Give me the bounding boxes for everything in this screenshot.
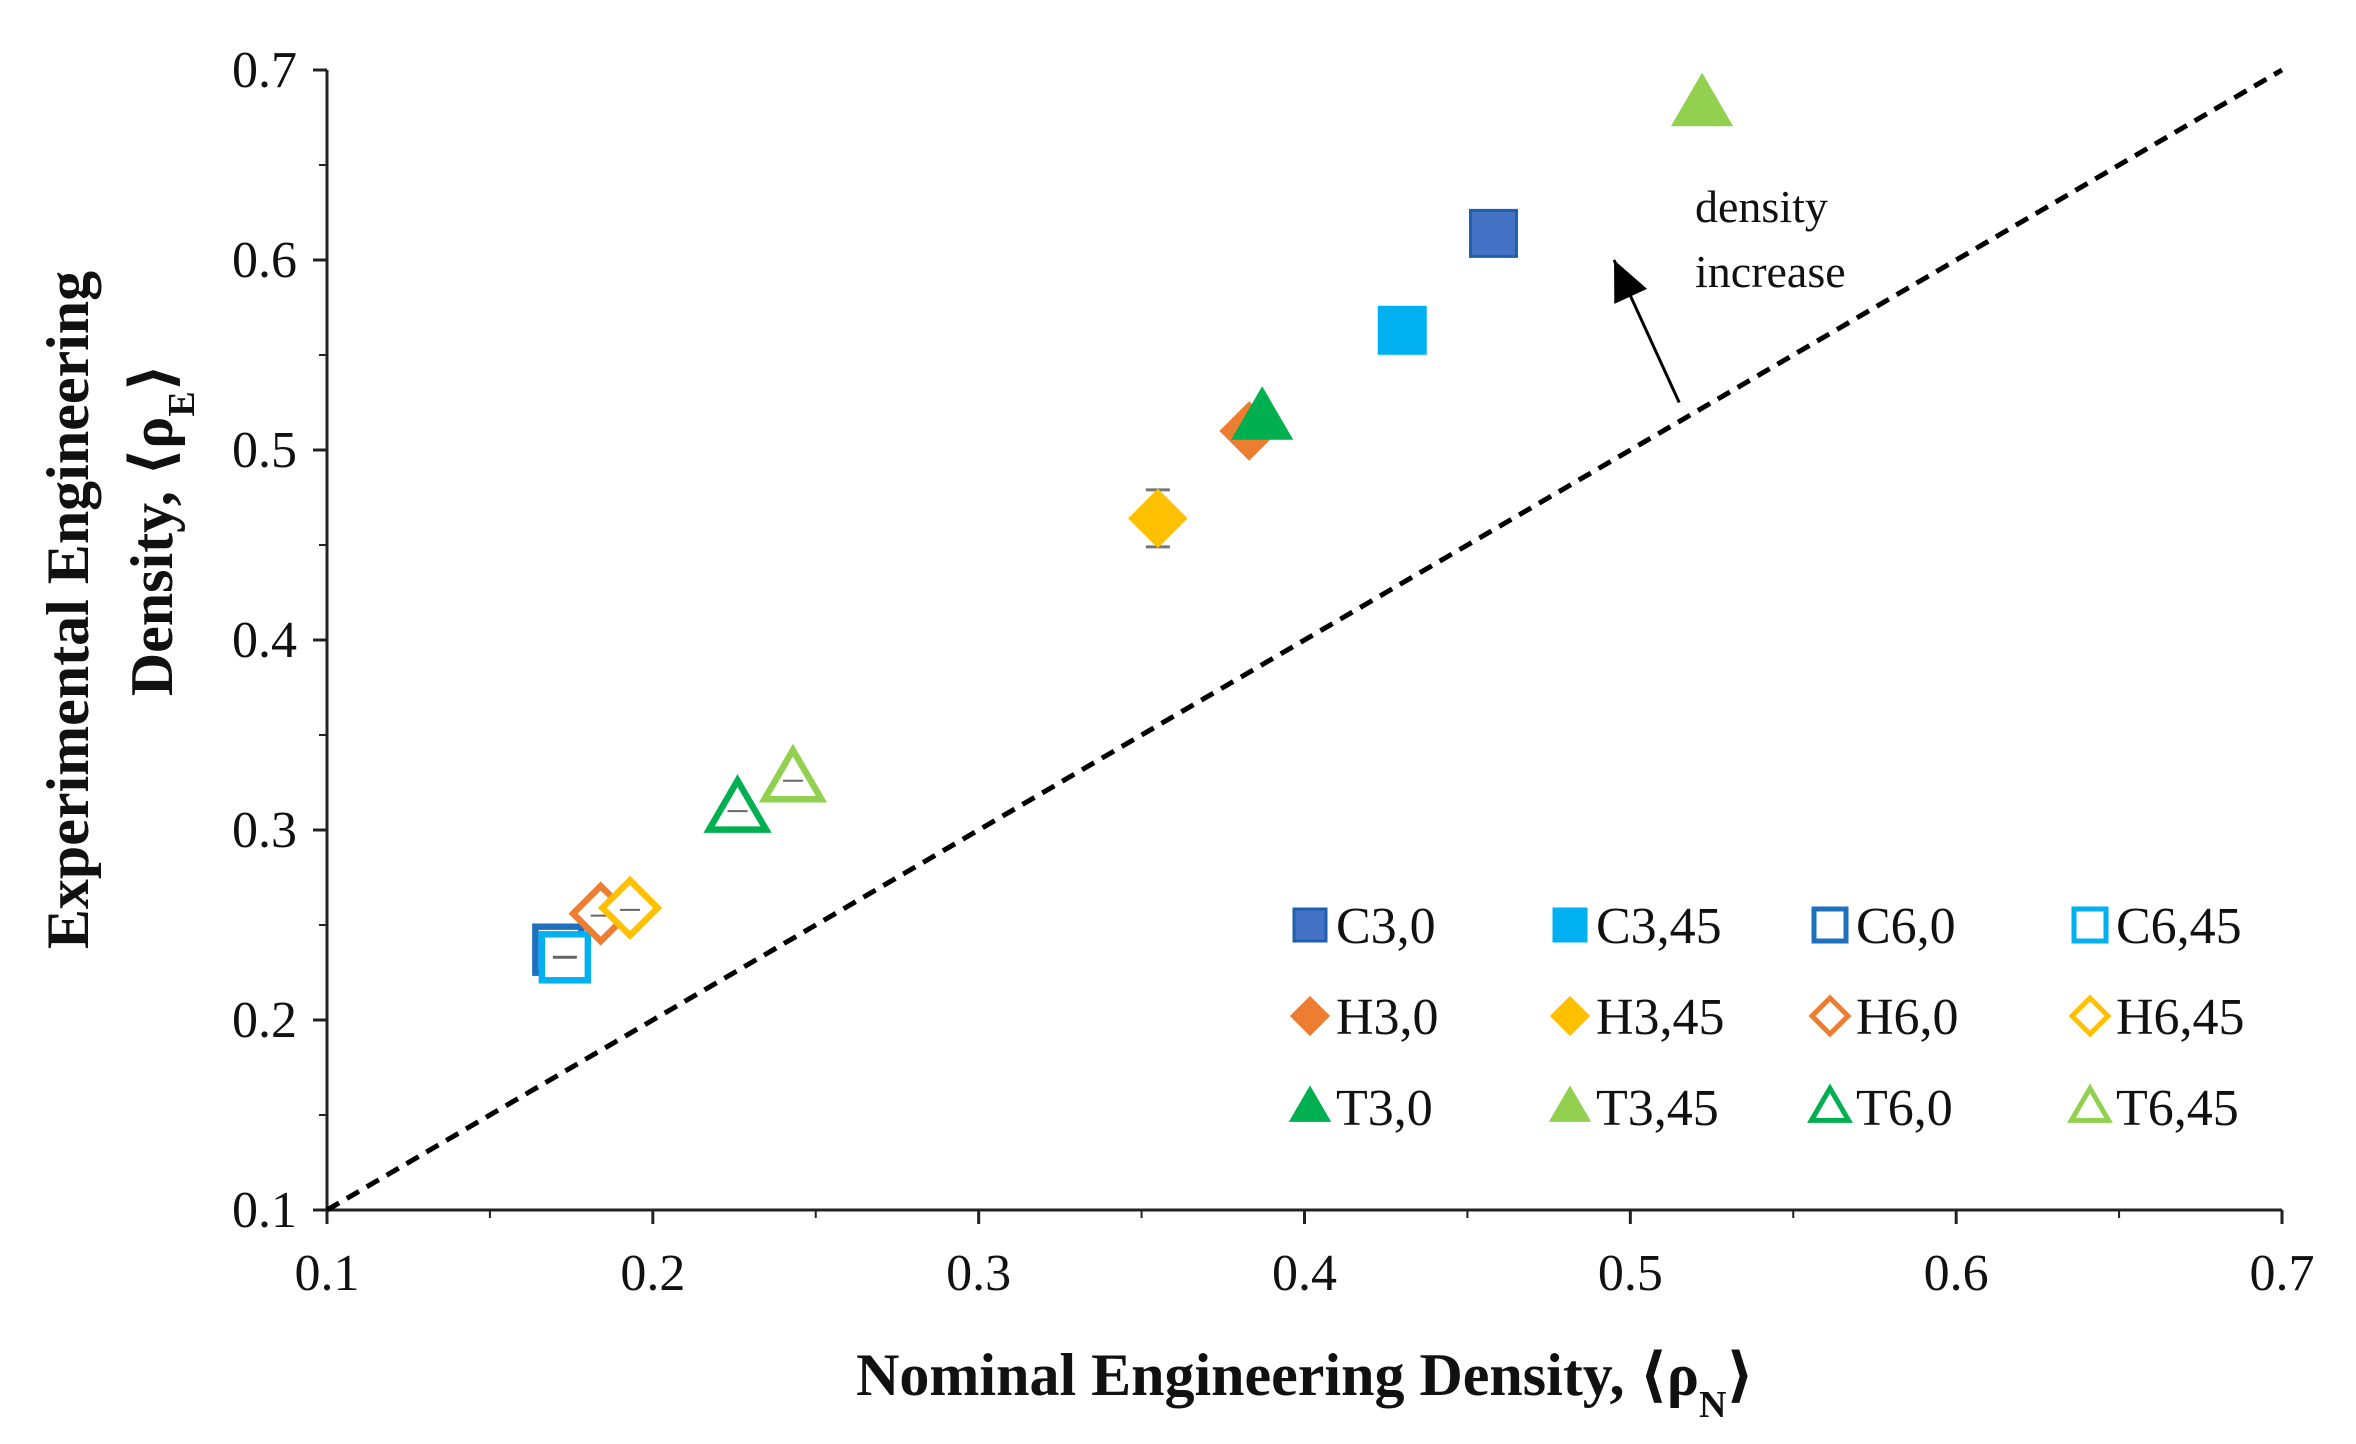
axis-titles: Nominal Engineering Density, ⟨ρN⟩ Experim… — [35, 271, 1754, 1426]
point-H6-45 — [597, 875, 663, 941]
legend-marker-H6-45 — [2068, 994, 2112, 1038]
y-tick-label: 0.3 — [232, 802, 297, 859]
y-tick-label: 0.2 — [232, 992, 297, 1049]
density-annotation: density increase — [1612, 181, 1846, 404]
legend-label: H3,45 — [1596, 989, 1725, 1046]
x-tick-label: 0.6 — [1924, 1245, 1989, 1302]
reference-line-y-equals-x — [325, 67, 2284, 1213]
annotation-text-line2: increase — [1695, 246, 1846, 297]
y-axis-title-line1: Experimental Engineering — [35, 271, 101, 949]
legend-label: T6,0 — [1856, 1080, 1953, 1137]
legend-marker-H3-0 — [1289, 995, 1331, 1037]
legend-label: T6,45 — [2116, 1080, 2239, 1137]
annotation-text-line1: density — [1695, 181, 1828, 232]
x-tick-label: 0.7 — [2250, 1245, 2315, 1302]
y-axis-title: Experimental Engineering Density, ⟨ρE⟩ — [35, 271, 203, 949]
point-C3-45 — [1377, 305, 1427, 355]
legend-marker-C3-0 — [1292, 907, 1328, 943]
legend-marker-T3-45 — [1548, 1085, 1592, 1122]
legend-marker-H3-45 — [1549, 995, 1591, 1037]
legend-label: C6,0 — [1856, 898, 1956, 955]
reference-line — [325, 67, 2284, 1213]
legend-marker-T6-0 — [1807, 1083, 1853, 1123]
legend-label: C6,45 — [2116, 898, 2242, 955]
legend: C3,0 C3,45 C6,0 C6,45 H3,0 H3,45 H6,0 H6,45 T3,0… — [1288, 898, 2245, 1137]
data-points — [532, 72, 1734, 984]
legend-label: T3,45 — [1596, 1080, 1719, 1137]
legend-label: T3,0 — [1336, 1080, 1433, 1137]
y-tick-label: 0.7 — [232, 42, 297, 99]
point-T6-0 — [703, 774, 772, 833]
x-tick-label: 0.4 — [1272, 1245, 1337, 1302]
legend-label: C3,45 — [1596, 898, 1722, 955]
point-T3-0 — [1231, 386, 1294, 440]
annotation-arrow-head — [1614, 260, 1648, 304]
legend-marker-T3-0 — [1288, 1085, 1332, 1122]
legend-marker-C6-0 — [1811, 906, 1849, 944]
legend-label: C3,0 — [1336, 898, 1436, 955]
point-H3-45 — [1128, 488, 1188, 549]
y-tick-label: 0.6 — [232, 232, 297, 289]
x-tick-label: 0.1 — [295, 1245, 360, 1302]
y-tick-label: 0.5 — [232, 422, 297, 479]
axes: 0.1 0.2 0.3 0.4 0.5 0.6 0.7 0.1 0.2 0.3 0.4 0.5 0.6 0… — [232, 42, 2315, 1302]
legend-marker-T6-45 — [2067, 1083, 2113, 1123]
legend-marker-H6-0 — [1808, 994, 1852, 1038]
x-tick-label: 0.3 — [946, 1245, 1011, 1302]
legend-marker-C6-45 — [2071, 906, 2109, 944]
point-T6-45 — [758, 743, 828, 803]
y-axis-title-line2: Density, ⟨ρE⟩ — [119, 364, 203, 696]
x-tick-label: 0.2 — [620, 1245, 685, 1302]
legend-label: H6,0 — [1856, 989, 1959, 1046]
point-C3-0 — [1468, 208, 1518, 258]
y-tick-label: 0.1 — [232, 1182, 297, 1239]
y-tick-label: 0.4 — [232, 612, 297, 669]
x-axis-title: Nominal Engineering Density, ⟨ρN⟩ — [856, 1342, 1754, 1426]
legend-label: H3,0 — [1336, 989, 1439, 1046]
x-tick-label: 0.5 — [1598, 1245, 1663, 1302]
legend-label: H6,45 — [2116, 989, 2245, 1046]
point-T3-45 — [1670, 72, 1734, 127]
legend-marker-C3-45 — [1552, 907, 1588, 943]
